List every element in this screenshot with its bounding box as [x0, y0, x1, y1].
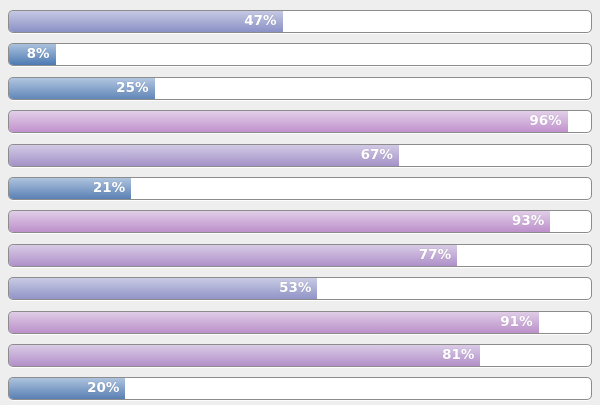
progress-fill: 91% [9, 311, 539, 333]
progress-percentage-label: 77% [418, 246, 452, 263]
progress-bar-row: 21% [8, 176, 592, 200]
progress-bar-row: 67% [8, 143, 592, 167]
progress-percentage-label: 91% [500, 313, 533, 330]
progress-fill: 8% [9, 44, 56, 66]
progress-bar-row: 53% [8, 277, 592, 301]
progress-percentage-label: 93% [511, 213, 545, 230]
progress-bar-row: 8% [8, 43, 592, 67]
progress-percentage-label: 53% [279, 280, 312, 297]
progress-percentage-label: 81% [442, 346, 475, 363]
progress-track: 25% [8, 76, 592, 100]
progress-percentage-label: 47% [244, 13, 277, 29]
progress-bar-row: 96% [8, 110, 592, 134]
progress-percentage-label: 21% [92, 179, 126, 196]
progress-fill: 77% [9, 244, 458, 266]
progress-bar-row: 47% [8, 10, 592, 33]
progress-track: 91% [8, 310, 592, 334]
progress-bar-row: 25% [8, 76, 592, 100]
progress-fill: 96% [9, 111, 568, 133]
progress-bar-row: 91% [8, 310, 592, 334]
progress-fill: 81% [9, 344, 481, 366]
progress-fill: 67% [9, 144, 399, 166]
progress-fill: 25% [9, 77, 155, 99]
progress-bar-row: 77% [8, 243, 592, 267]
progress-track: 81% [8, 343, 592, 367]
progress-track: 77% [8, 243, 592, 267]
progress-fill: 93% [9, 211, 551, 233]
progress-track: 53% [8, 277, 592, 301]
progress-track: 93% [8, 210, 592, 234]
progress-bar-row: 93% [8, 210, 592, 234]
progress-fill: 47% [9, 11, 283, 32]
progress-track: 20% [8, 377, 592, 401]
progress-percentage-label: 8% [26, 46, 50, 63]
progress-fill: 20% [9, 378, 126, 400]
progress-percentage-label: 96% [529, 113, 562, 130]
progress-fill: 21% [9, 177, 132, 199]
progress-percentage-label: 67% [360, 146, 393, 163]
progress-percentage-label: 20% [87, 380, 120, 397]
progress-percentage-label: 25% [116, 79, 149, 96]
progress-fill: 53% [9, 278, 318, 300]
progress-track: 8% [8, 43, 592, 67]
progress-bar-row: 81% [8, 343, 592, 367]
progress-track: 96% [8, 110, 592, 134]
progress-track: 67% [8, 143, 592, 167]
progress-track: 47% [8, 10, 592, 33]
progress-track: 21% [8, 176, 592, 200]
progress-bar-row: 20% [8, 377, 592, 401]
